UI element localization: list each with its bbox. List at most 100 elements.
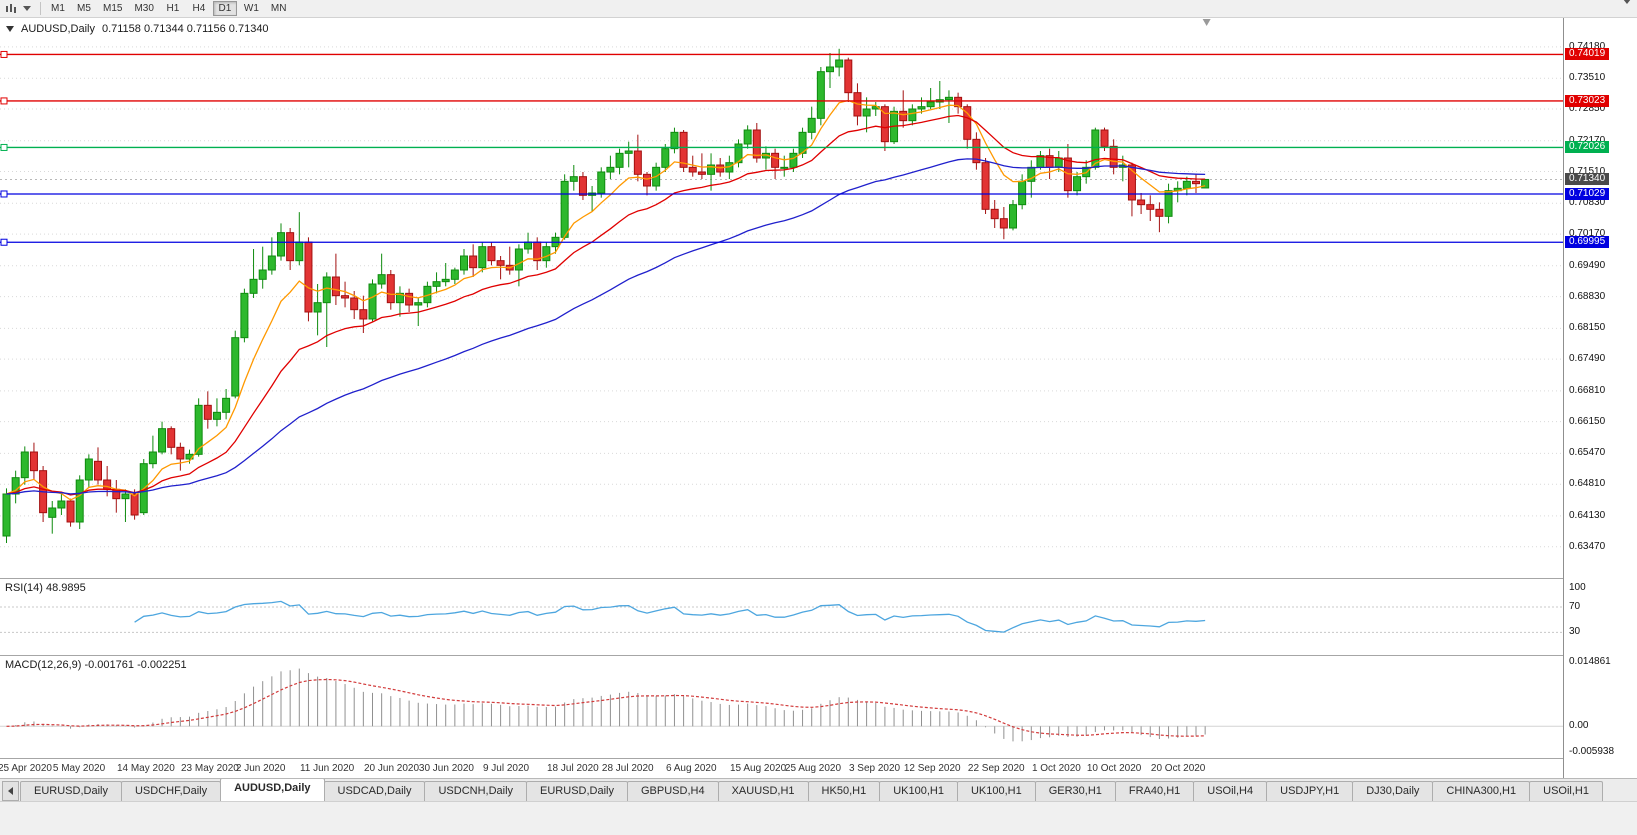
axis-label: 0.67490 [1569, 353, 1606, 365]
chart-title: AUDUSD,Daily 0.71158 0.71344 0.71156 0.7… [6, 23, 269, 35]
chart-tab-usdjpy-h1[interactable]: USDJPY,H1 [1266, 781, 1354, 801]
axis-label: -0.005938 [1569, 746, 1615, 757]
chart-tab-uk100-h1[interactable]: UK100,H1 [879, 781, 958, 801]
rsi-indicator-label: RSI(14) 48.9895 [5, 582, 86, 594]
chart-tab-usoil-h1[interactable]: USOil,H1 [1529, 781, 1603, 801]
chart-tab-uk100-h1[interactable]: UK100,H1 [956, 781, 1036, 801]
chart-tab-usdchf-daily[interactable]: USDCHF,Daily [120, 781, 222, 801]
chart-tab-eurusd-daily[interactable]: EURUSD,Daily [20, 781, 122, 801]
axis-label: 0.74180 [1569, 40, 1606, 52]
axis-label: 0.72170 [1569, 134, 1606, 146]
price-tag: 0.71340 [1565, 173, 1610, 186]
axis-label: 0.64810 [1569, 478, 1606, 490]
price-tag: 0.69995 [1565, 236, 1610, 249]
chart-tab-xauusd-h1[interactable]: XAUUSD,H1 [717, 781, 809, 801]
timeframe-button-d1[interactable]: D1 [212, 1, 237, 16]
time-axis-label: 12 Sep 2020 [903, 763, 961, 774]
axis-label: 100 [1569, 582, 1586, 593]
time-axis-label: 25 Apr 2020 [0, 763, 52, 774]
chart-tab-hk50-h1[interactable]: HK50,H1 [807, 781, 881, 801]
one-click-trading-icon[interactable] [6, 26, 14, 32]
time-axis-label: 22 Sep 2020 [967, 763, 1025, 774]
axis-label: 0.72850 [1569, 103, 1606, 114]
time-axis-label: 18 Jul 2020 [547, 763, 599, 774]
horizontal-line[interactable] [0, 97, 1563, 105]
time-axis-label: 28 Jul 2020 [601, 763, 654, 774]
ohlc-values: 0.71158 0.71344 0.71156 0.71340 [101, 23, 269, 35]
timeframe-button-m1[interactable]: M1 [51, 3, 65, 14]
time-axis-label: 5 May 2020 [52, 763, 106, 774]
time-axis-label: 30 Jun 2020 [418, 763, 474, 774]
axis-label: 0.64130 [1569, 509, 1606, 521]
axis-label: 0.65470 [1569, 447, 1606, 459]
chart-tab-china300-h1[interactable]: CHINA300,H1 [1432, 781, 1531, 801]
time-axis-label: 15 Aug 2020 [730, 763, 787, 774]
chart-tab-eurusd-daily[interactable]: EURUSD,Daily [526, 781, 628, 801]
chart-tab-audusd-daily[interactable]: AUDUSD,Daily [220, 779, 325, 801]
price-tag: 0.71029 [1565, 187, 1610, 200]
axis-label: 0.014861 [1569, 656, 1611, 667]
axis-label: 0.73510 [1569, 72, 1606, 84]
macd-pane[interactable] [0, 656, 1563, 758]
timeframe-button-m15[interactable]: M15 [103, 3, 123, 14]
horizontal-line[interactable] [0, 190, 1563, 198]
axis-label: 0.68830 [1569, 290, 1606, 302]
chart-tab-bar: EURUSD,Daily USDCHF,Daily AUDUSD,Daily USDC… [0, 778, 1637, 801]
chart-tab-ger30-h1[interactable]: GER30,H1 [1034, 781, 1116, 801]
chart-tab-usdcnh-daily[interactable]: USDCNH,Daily [424, 781, 528, 801]
timeframe-button-h4[interactable]: H4 [192, 3, 206, 14]
symbol-period-label: AUDUSD,Daily [21, 23, 95, 35]
chart-tab-usdcad-daily[interactable]: USDCAD,Daily [323, 781, 426, 801]
chart-shift-marker-icon[interactable] [1202, 19, 1211, 26]
chart-candlestick-icon[interactable] [3, 2, 19, 16]
axis-label: 0.66150 [1569, 415, 1606, 427]
chart-tab-strip: EURUSD,Daily USDCHF,Daily AUDUSD,Daily USDC… [20, 779, 1637, 801]
axis-label: 0.71510 [1569, 165, 1606, 177]
price-chart[interactable] [0, 18, 1563, 578]
horizontal-line[interactable] [0, 50, 1563, 58]
time-axis-label: 23 May 2020 [181, 763, 239, 774]
dropdown-caret-icon[interactable] [19, 2, 35, 16]
time-axis-label: 14 May 2020 [116, 763, 175, 774]
axis-label: 0.68150 [1569, 322, 1606, 334]
time-axis-label: 11 Jun 2020 [299, 763, 355, 774]
chart-tab-dj30-daily[interactable]: DJ30,Daily [1352, 781, 1434, 801]
time-axis-label: 10 Oct 2020 [1086, 763, 1142, 774]
time-axis-label: 3 Sep 2020 [848, 763, 901, 774]
pane-separator[interactable] [0, 758, 1637, 759]
axis-label: 70 [1569, 600, 1581, 612]
chart-tab-fra40-h1[interactable]: FRA40,H1 [1114, 781, 1195, 801]
pane-separator[interactable] [0, 578, 1637, 579]
status-bar [0, 801, 1637, 835]
horizontal-line[interactable] [0, 143, 1563, 151]
rsi-pane[interactable] [0, 579, 1563, 655]
timeframe-button-m5[interactable]: M5 [77, 3, 91, 14]
time-axis[interactable]: 25 Apr 2020 5 May 2020 14 May 2020 23 May 2… [0, 759, 1563, 778]
macd-indicator-label: MACD(12,26,9) -0.001761 -0.002251 [5, 659, 187, 671]
chart-tab-usoil-h4[interactable]: USOil,H4 [1193, 781, 1268, 801]
time-axis-label: 1 Oct 2020 [1031, 763, 1081, 774]
chart-tab-gbpusd-h4[interactable]: GBPUSD,H4 [627, 781, 719, 801]
price-tag: 0.73023 [1565, 94, 1610, 107]
axis-label: 0.63470 [1569, 540, 1606, 552]
price-tag: 0.74019 [1565, 48, 1610, 61]
toolbar-separator [40, 2, 41, 15]
tab-scroll-left-icon[interactable] [2, 781, 19, 801]
axis-label: 0.66810 [1569, 384, 1606, 396]
timeframe-buttons: M1 M5 M15 M30 H1 H4 D1 W1 MN [46, 1, 293, 16]
timeframe-button-w1[interactable]: W1 [243, 3, 259, 14]
horizontal-line[interactable] [0, 238, 1563, 246]
timeframe-button-h1[interactable]: H1 [166, 3, 180, 14]
axis-label: 0.00 [1569, 720, 1589, 732]
timeframe-button-m30[interactable]: M30 [134, 3, 154, 14]
pane-separator[interactable] [0, 655, 1637, 656]
chart-window: AUDUSD,Daily 0.71158 0.71344 0.71156 0.7… [0, 18, 1637, 778]
axis-label: 0.70170 [1569, 228, 1606, 240]
axis-label: 0.69490 [1569, 259, 1606, 271]
time-axis-label: 2 Jun 2020 [235, 763, 286, 774]
axis-label: 0.70830 [1569, 197, 1606, 209]
price-axis[interactable]: 0.74180 0.73510 0.72850 0.72170 0.71510 0.708… [1563, 18, 1637, 778]
timeframe-button-mn[interactable]: MN [270, 3, 287, 14]
time-axis-label: 9 Jul 2020 [482, 763, 530, 774]
